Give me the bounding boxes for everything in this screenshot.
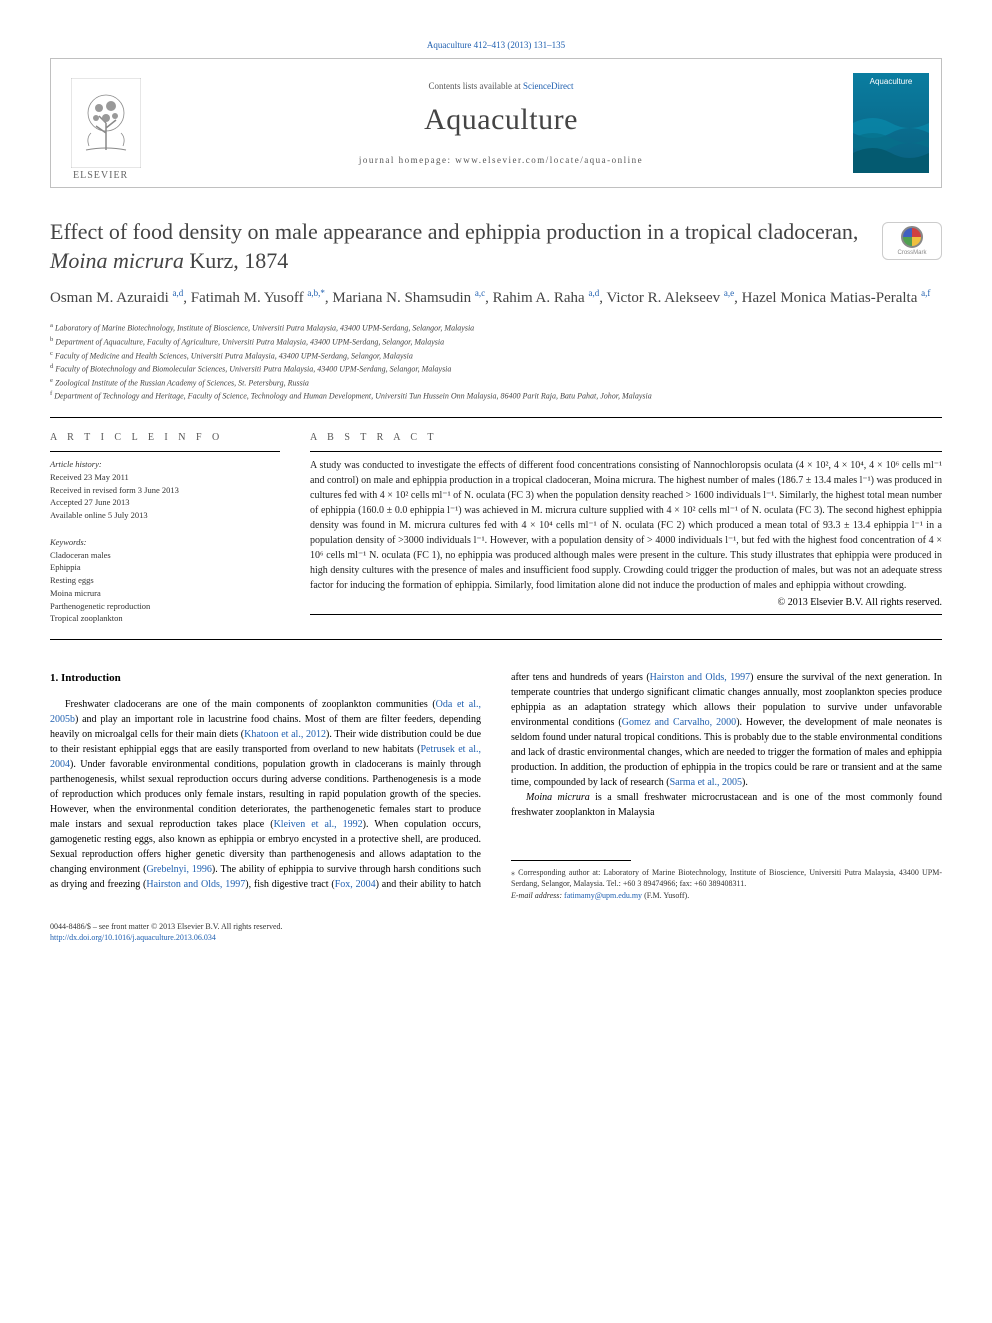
citation-link[interactable]: Hairston and Olds, 1997	[146, 879, 245, 890]
crossmark-badge[interactable]: CrossMark	[882, 222, 942, 260]
authors-list: Osman M. Azuraidi a,d, Fatimah M. Yusoff…	[50, 287, 942, 309]
title-row: Effect of food density on male appearanc…	[50, 218, 942, 275]
author: Hazel Monica Matias-Peralta a,f	[742, 290, 931, 306]
sciencedirect-link[interactable]: ScienceDirect	[523, 81, 573, 91]
affiliation: b Department of Aquaculture, Faculty of …	[50, 335, 942, 349]
affiliation: a Laboratory of Marine Biotechnology, In…	[50, 321, 942, 335]
citation-link[interactable]: Gomez and Carvalho, 2000	[622, 717, 736, 728]
article-info-heading: A R T I C L E I N F O	[50, 432, 280, 443]
banner-center: Contents lists available at ScienceDirec…	[161, 71, 841, 175]
body-divider	[50, 639, 942, 640]
history-label: Article history:	[50, 458, 280, 471]
affiliations-list: a Laboratory of Marine Biotechnology, In…	[50, 321, 942, 403]
history-line: Accepted 27 June 2013	[50, 496, 280, 509]
keyword: Parthenogenetic reproduction	[50, 600, 280, 613]
citation-link[interactable]: Khatoon et al., 2012	[244, 729, 326, 740]
contents-line: Contents lists available at ScienceDirec…	[171, 81, 831, 91]
keywords-label: Keywords:	[50, 536, 280, 549]
history-line: Received 23 May 2011	[50, 471, 280, 484]
section-divider	[50, 417, 942, 418]
body-columns: 1. Introduction Freshwater cladocerans a…	[50, 670, 942, 901]
author: Mariana N. Shamsudin a,c	[332, 290, 485, 306]
email-line: E-mail address: fatimamy@upm.edu.my (F.M…	[511, 890, 942, 901]
citation-link[interactable]: Kleiven et al., 1992	[274, 819, 363, 830]
abstract-column: A B S T R A C T A study was conducted to…	[310, 432, 942, 625]
citation-link[interactable]: Grebelnyi, 1996	[146, 864, 211, 875]
citation-link[interactable]: Hairston and Olds, 1997	[650, 672, 750, 683]
corresponding-author-note: ⁎ Corresponding author at: Laboratory of…	[511, 867, 942, 889]
publisher-name: ELSEVIER	[73, 170, 128, 181]
citation-link[interactable]: Sarma et al., 2005	[670, 777, 742, 788]
body-para-2: Moina micrura is a small freshwater micr…	[511, 790, 942, 820]
abstract-copyright: © 2013 Elsevier B.V. All rights reserved…	[310, 597, 942, 608]
introduction-heading: 1. Introduction	[50, 670, 481, 687]
keyword: Resting eggs	[50, 574, 280, 587]
footer-copyright: 0044-8486/$ – see front matter © 2013 El…	[50, 921, 942, 932]
author: Rahim A. Raha a,d	[493, 290, 600, 306]
keyword: Tropical zooplankton	[50, 612, 280, 625]
keyword: Moina micrura	[50, 587, 280, 600]
affiliation: c Faculty of Medicine and Health Science…	[50, 349, 942, 363]
abstract-heading: A B S T R A C T	[310, 432, 942, 443]
footnote-divider	[511, 860, 631, 861]
journal-cover-box: Aquaculture	[841, 59, 941, 187]
footnotes: ⁎ Corresponding author at: Laboratory of…	[511, 867, 942, 901]
article-info-column: A R T I C L E I N F O Article history: R…	[50, 432, 280, 625]
author: Victor R. Alekseev a,e	[606, 290, 734, 306]
publisher-logo-box: ELSEVIER	[51, 59, 161, 187]
journal-cover-icon: Aquaculture	[853, 73, 929, 173]
journal-homepage: journal homepage: www.elsevier.com/locat…	[171, 155, 831, 165]
abstract-text: A study was conducted to investigate the…	[310, 458, 942, 593]
author: Osman M. Azuraidi a,d	[50, 290, 183, 306]
journal-name: Aquaculture	[171, 103, 831, 137]
keyword: Cladoceran males	[50, 549, 280, 562]
history-line: Received in revised form 3 June 2013	[50, 484, 280, 497]
keyword: Ephippia	[50, 561, 280, 574]
crossmark-icon	[901, 226, 923, 248]
page-footer: 0044-8486/$ – see front matter © 2013 El…	[50, 921, 942, 943]
author: Fatimah M. Yusoff a,b,*	[191, 290, 325, 306]
affiliation: f Department of Technology and Heritage,…	[50, 389, 942, 403]
elsevier-tree-icon	[71, 78, 141, 168]
article-history: Article history: Received 23 May 2011Rec…	[50, 458, 280, 522]
article-title: Effect of food density on male appearanc…	[50, 218, 862, 275]
crossmark-label: CrossMark	[897, 250, 926, 256]
info-abstract-row: A R T I C L E I N F O Article history: R…	[50, 432, 942, 625]
affiliation: d Faculty of Biotechnology and Biomolecu…	[50, 362, 942, 376]
body-para-1: Freshwater cladocerans are one of the ma…	[50, 670, 942, 901]
journal-banner: ELSEVIER Contents lists available at Sci…	[50, 58, 942, 188]
history-line: Available online 5 July 2013	[50, 509, 280, 522]
journal-citation: Aquaculture 412–413 (2013) 131–135	[50, 40, 942, 50]
doi-link[interactable]: http://dx.doi.org/10.1016/j.aquaculture.…	[50, 933, 216, 942]
affiliation: e Zoological Institute of the Russian Ac…	[50, 376, 942, 390]
email-link[interactable]: fatimamy@upm.edu.my	[564, 891, 642, 900]
body-section: 1. Introduction Freshwater cladocerans a…	[50, 670, 942, 901]
keywords-block: Keywords: Cladoceran malesEphippiaRestin…	[50, 536, 280, 625]
citation-link[interactable]: Fox, 2004	[335, 879, 376, 890]
